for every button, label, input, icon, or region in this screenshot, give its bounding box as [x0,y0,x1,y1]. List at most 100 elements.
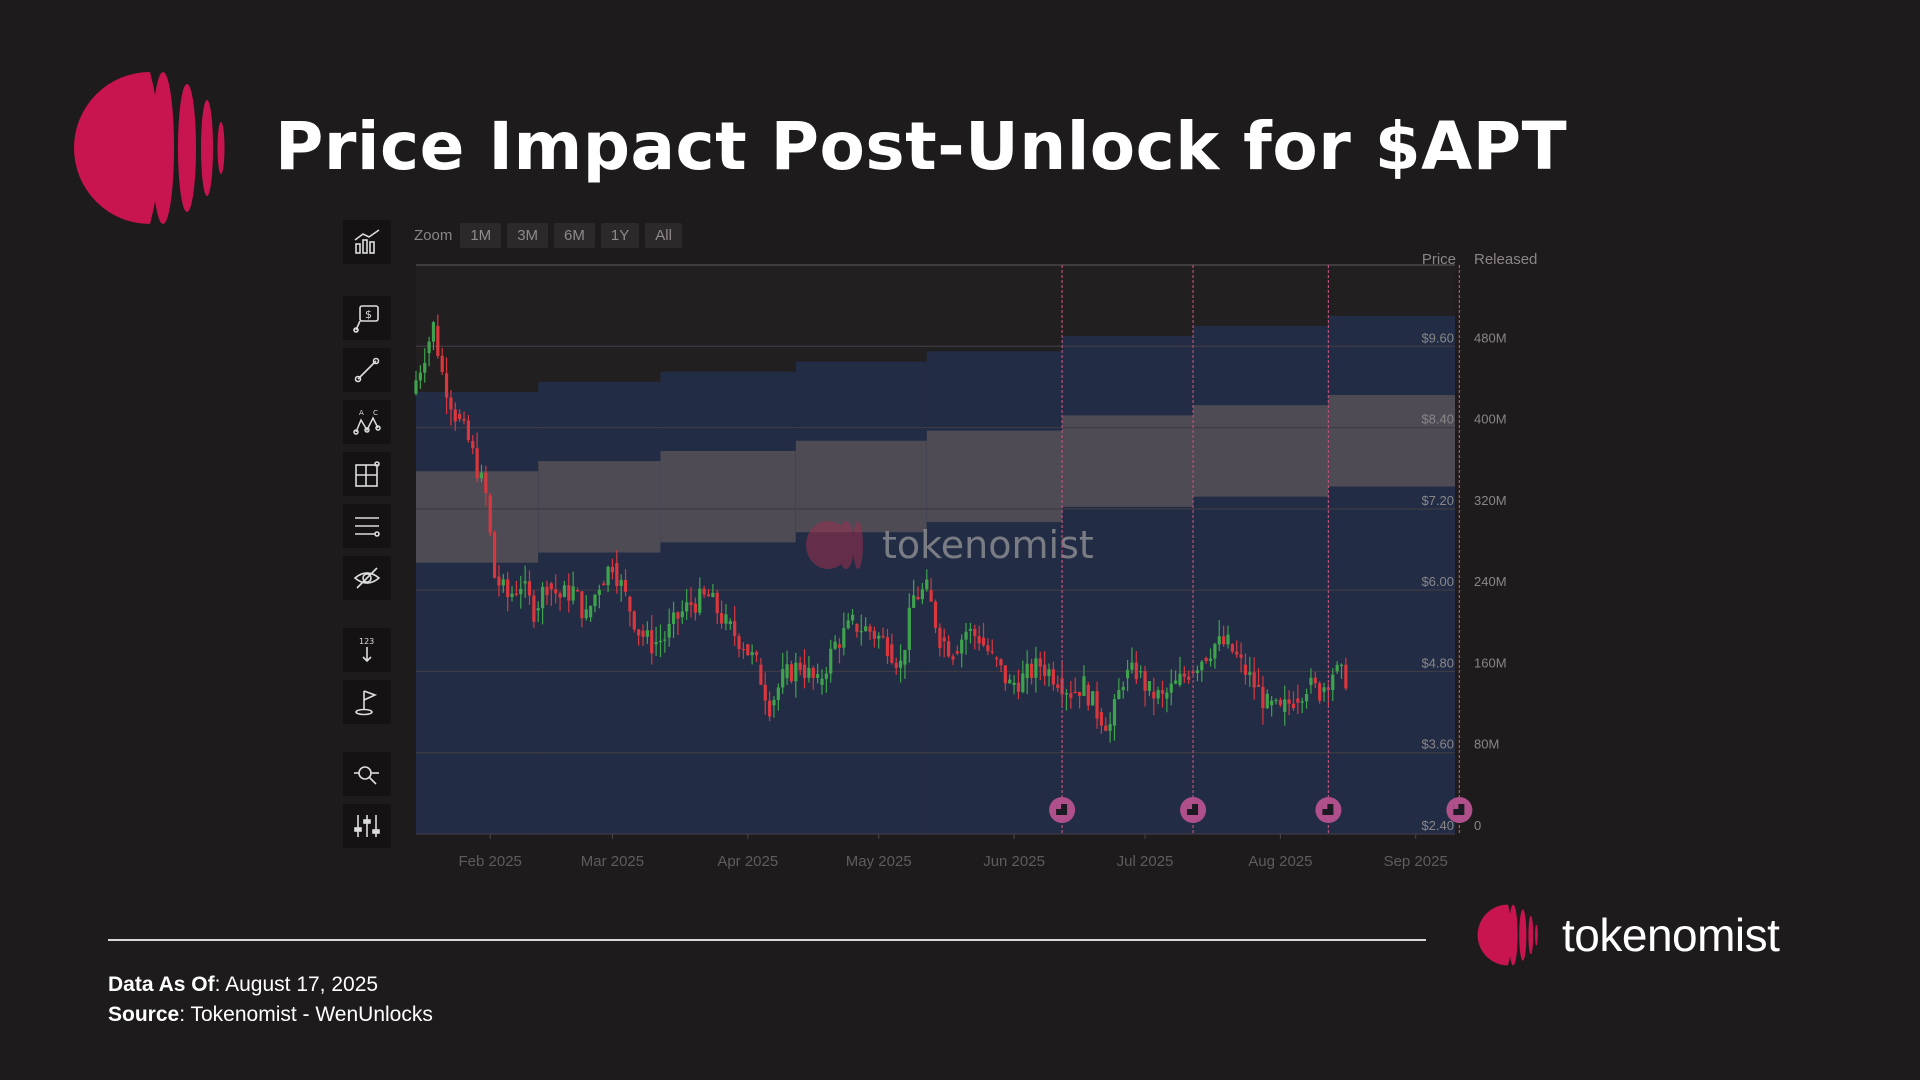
released-total-step [1062,336,1194,834]
candle-body [925,579,929,590]
adjust-icon [354,815,380,837]
candle-body [549,583,553,590]
footer-info: Data As Of: August 17, 2025 Source: Toke… [108,970,433,1030]
candle-body [942,637,946,642]
released-tick-label: 160M [1474,655,1507,670]
price-axis-title: Price [1422,251,1456,268]
unlock-marker-glyph-cut [1322,804,1328,809]
candle-body [1034,658,1038,678]
zoom-bar: Zoom 1M 3M 6M 1Y All [414,222,682,248]
candle-body [1130,662,1134,670]
candle-body [907,607,911,650]
settings-lines-button[interactable] [343,504,391,548]
candle-body [890,644,894,663]
flag-button[interactable] [343,680,391,724]
zoom-1y-button[interactable]: 1Y [600,222,640,248]
price-marker-button[interactable]: $ [343,296,391,340]
candle-body [977,636,981,644]
x-tick-label: Jun 2025 [983,853,1045,870]
zoom-all-button[interactable]: All [645,222,682,248]
chart-type-button[interactable] [343,220,391,264]
released-band-step [660,450,796,543]
candle-body [728,621,732,625]
candle-body [1091,691,1095,706]
candle-body [440,355,444,372]
candle-body [1143,671,1147,691]
candle-body [855,624,859,632]
candle-body [1339,664,1344,666]
tokenomist-logo-small [1477,904,1538,966]
candle-body [772,699,776,706]
candle-body [1187,676,1191,680]
candle-body [916,596,920,600]
candle-body [1125,669,1130,679]
candle-body [671,612,676,624]
zoom-3m-button[interactable]: 3M [507,222,549,248]
candle-body [1300,701,1304,703]
candle-body [510,593,514,597]
watermark-text: tokenomist [882,523,1094,567]
candle-body [1156,690,1160,699]
candle-body [1008,679,1012,684]
trend-line-button[interactable] [343,348,391,392]
candle-body [580,591,584,619]
candle-body [768,700,772,717]
zoom-1m-button[interactable]: 1M [460,222,502,248]
candle-body [1248,672,1252,675]
candle-body [759,664,763,685]
candle-body [933,601,938,628]
candle-body [737,636,741,650]
candle-body [946,641,951,657]
candle-body [1195,670,1200,674]
candle-body [1182,673,1186,677]
candle-body [846,620,850,629]
candle-body [1283,699,1287,713]
candle-body [1222,636,1226,645]
candle-body [589,606,593,618]
released-tick-label: 400M [1474,412,1507,427]
source-value: : Tokenomist - WenUnlocks [179,1003,433,1026]
candle-body [506,579,510,598]
source-line: Source: Tokenomist - WenUnlocks [108,1000,433,1030]
hide-button[interactable] [343,556,391,600]
candle-body [562,585,567,597]
released-band-step [538,461,661,553]
zoom-6m-button[interactable]: 6M [554,222,595,248]
candle-body [912,595,916,608]
candle-body [558,593,562,598]
candle-body [436,325,440,356]
candle-body [1213,644,1217,659]
data-date-value: : August 17, 2025 [214,973,379,996]
candle-body [610,566,615,573]
magnifier-button[interactable] [343,752,391,796]
candle-body [527,581,532,596]
price-tick-label: $6.00 [1421,574,1454,589]
candle-body [1318,683,1322,701]
candle-body [820,678,824,685]
candle-body [785,664,789,679]
candle-body [794,662,798,682]
scale-button[interactable]: 123 [343,628,391,672]
candle-body [1331,674,1335,690]
candle-body [584,609,588,619]
candle-body [750,652,754,656]
candle-body [619,579,623,586]
adjust-button[interactable] [343,804,391,848]
candle-body [514,593,519,595]
candle-body [685,602,689,612]
svg-text:123: 123 [359,637,374,646]
candle-body [1104,725,1108,731]
candle-body [1261,686,1265,709]
candle-body [741,649,746,651]
candle-body [1117,690,1121,700]
price-marker-icon: $ [353,305,379,333]
candle-body [951,656,955,660]
candle-body [968,628,973,631]
candle-body [667,623,671,638]
candle-body [1265,693,1269,709]
candle-body [859,631,863,633]
measure-button[interactable] [343,452,391,496]
released-tick-label: 0 [1474,818,1481,833]
